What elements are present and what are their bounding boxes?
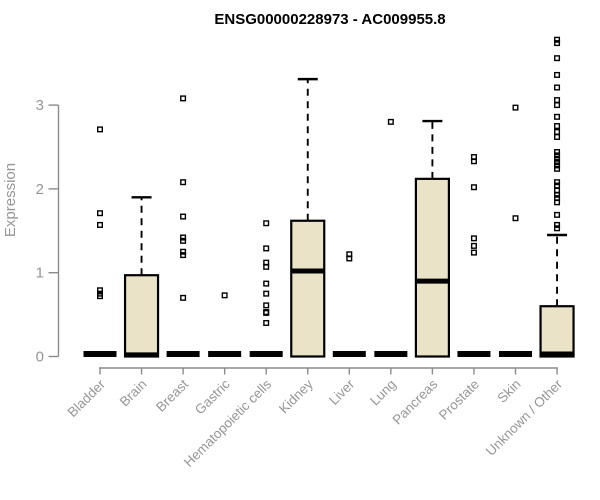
- x-tick-label: Bladder: [65, 376, 109, 420]
- x-tick-label: Kidney: [276, 376, 316, 416]
- x-tick-label: Gastric: [192, 376, 233, 417]
- outlier-point: [180, 294, 187, 301]
- outlier-point: [554, 211, 561, 218]
- outlier-point: [263, 220, 270, 227]
- y-tick-label: 1: [36, 265, 44, 282]
- x-tick-label: Brain: [117, 377, 150, 410]
- y-tick-label: 2: [36, 181, 44, 198]
- outlier-point: [554, 71, 561, 78]
- outlier-point: [96, 287, 103, 294]
- outlier-point: [554, 123, 561, 130]
- outlier-point: [470, 235, 477, 242]
- x-tick-label: Unknown / Other: [483, 376, 566, 459]
- outlier-point: [180, 252, 187, 259]
- outlier-point: [554, 165, 561, 172]
- flat-box-gastric: [208, 351, 242, 357]
- outlier-point: [470, 158, 477, 165]
- outlier-point: [96, 221, 103, 228]
- y-tick-label: 3: [36, 97, 44, 114]
- outlier-point: [554, 162, 561, 169]
- outlier-point: [346, 255, 353, 262]
- outlier-point: [554, 155, 561, 162]
- outlier-point: [554, 191, 561, 198]
- outlier-point: [180, 213, 187, 220]
- outlier-point: [180, 179, 187, 186]
- outlier-point: [554, 182, 561, 189]
- outlier-point: [263, 319, 270, 326]
- flat-box-liver: [332, 351, 366, 357]
- outlier-point: [554, 225, 561, 232]
- outlier-point: [554, 55, 561, 62]
- outlier-point: [554, 149, 561, 156]
- flat-box-breast: [166, 351, 200, 357]
- flat-box-lung: [374, 351, 408, 357]
- outlier-point: [554, 159, 561, 166]
- outlier-point: [96, 210, 103, 217]
- outlier-point: [554, 133, 561, 140]
- outlier-point: [554, 221, 561, 228]
- outlier-point: [554, 84, 561, 91]
- outlier-point: [263, 245, 270, 252]
- outlier-point: [470, 249, 477, 256]
- chart-title: ENSG00000228973 - AC009955.8: [214, 11, 445, 28]
- outlier-point: [554, 113, 561, 120]
- x-tick-label: Pancreas: [390, 376, 441, 427]
- outlier-point: [554, 179, 561, 186]
- outlier-point: [180, 234, 187, 241]
- outlier-point: [263, 280, 270, 287]
- outlier-point: [554, 102, 561, 109]
- outlier-point: [180, 237, 187, 244]
- outlier-point: [263, 309, 270, 316]
- outlier-point: [96, 126, 103, 133]
- x-tick-label: Lung: [367, 377, 399, 409]
- outlier-point: [554, 36, 561, 43]
- flat-box-bladder: [83, 351, 117, 357]
- outlier-point: [180, 95, 187, 102]
- y-tick-label: 0: [36, 349, 44, 366]
- box-brain: [123, 274, 160, 358]
- outlier-point: [554, 199, 561, 206]
- y-axis-label: Expression: [2, 163, 19, 237]
- outlier-point: [263, 302, 270, 309]
- outlier-point: [96, 293, 103, 300]
- flat-box-prostate: [457, 351, 491, 357]
- outlier-point: [512, 104, 519, 111]
- x-tick-label: Liver: [326, 376, 358, 408]
- x-tick-label: Prostate: [436, 377, 482, 423]
- outlier-point: [554, 128, 561, 135]
- box-unknown-other: [539, 305, 575, 358]
- outlier-point: [263, 290, 270, 297]
- outlier-point: [470, 242, 477, 249]
- outlier-point: [263, 263, 270, 270]
- x-tick-label: Breast: [153, 376, 191, 414]
- outlier-point: [512, 215, 519, 222]
- box-kidney: [290, 219, 326, 358]
- x-tick-label: Skin: [494, 377, 523, 406]
- flat-box-skin: [499, 351, 532, 357]
- outlier-point: [470, 184, 477, 191]
- box-pancreas: [414, 177, 450, 358]
- outlier-point: [554, 40, 561, 47]
- outlier-point: [554, 152, 561, 159]
- outlier-point: [180, 248, 187, 255]
- outlier-point: [387, 118, 394, 125]
- outlier-point: [554, 97, 561, 104]
- flat-box-hematopoietic-cells: [249, 351, 283, 357]
- outlier-point: [221, 292, 228, 299]
